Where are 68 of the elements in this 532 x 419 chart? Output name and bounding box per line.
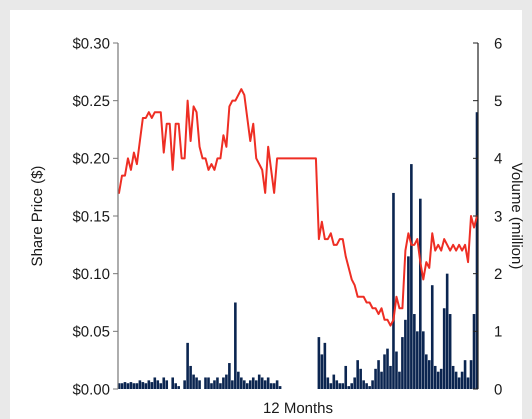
bar <box>124 382 126 389</box>
y-tick-label: $0.25 <box>72 92 110 110</box>
bar <box>144 383 148 389</box>
bar <box>344 366 348 389</box>
y2-tick-label: 5 <box>494 92 502 110</box>
bar <box>177 386 180 389</box>
bar <box>132 383 136 389</box>
y-tick-label: $0.05 <box>72 324 110 341</box>
y2-tick-label: 6 <box>494 35 502 52</box>
bar <box>272 383 276 389</box>
y2-tick-label: 3 <box>494 208 502 226</box>
bar <box>138 380 142 389</box>
bar <box>258 374 261 389</box>
y-tick-label: $0.00 <box>72 381 110 398</box>
bar <box>318 337 320 389</box>
bar <box>264 380 266 389</box>
bar <box>216 377 219 389</box>
bar <box>130 382 132 389</box>
bar <box>377 360 380 389</box>
bar <box>195 377 198 389</box>
bar <box>228 363 231 389</box>
bar <box>186 342 189 389</box>
y2-tick-label: 0 <box>494 381 502 398</box>
line-series <box>118 88 478 327</box>
bar <box>430 285 434 389</box>
y-tick-label: $0.10 <box>72 266 110 283</box>
bar <box>260 377 264 389</box>
bar <box>246 383 249 389</box>
bar <box>120 383 124 389</box>
x-axis-title: 12 Months <box>262 400 334 417</box>
bar <box>222 377 225 389</box>
bar <box>136 383 138 389</box>
bar <box>213 380 216 389</box>
y2-tick-label: 1 <box>494 324 502 341</box>
bar <box>142 382 144 389</box>
bar <box>446 274 448 389</box>
bar <box>165 380 168 389</box>
y2-axis-title: Volume (million) <box>508 162 525 270</box>
y-tick-label: $0.15 <box>72 208 110 226</box>
bar <box>126 383 130 389</box>
bar <box>156 380 160 389</box>
bar <box>204 377 207 389</box>
bar <box>162 377 166 389</box>
bar <box>252 377 255 389</box>
bar <box>356 360 359 389</box>
bar <box>276 380 278 389</box>
bar <box>198 380 201 389</box>
bar <box>207 377 210 389</box>
bar <box>386 348 389 389</box>
bar <box>464 360 466 389</box>
bar <box>365 383 368 389</box>
y-tick-label: $0.20 <box>72 150 110 168</box>
bar <box>324 342 326 389</box>
bar <box>332 374 336 389</box>
bar <box>248 380 252 389</box>
bar <box>171 377 174 389</box>
bar <box>392 192 395 389</box>
bar <box>154 377 156 389</box>
y-tick-label: $0.30 <box>72 35 110 52</box>
bar <box>148 380 150 389</box>
bar <box>234 302 237 389</box>
bar <box>338 383 342 389</box>
y2-tick-label: 2 <box>494 266 502 283</box>
y2-tick-label: 4 <box>494 150 502 168</box>
bar <box>410 164 413 389</box>
y-axis-title: Share Price ($) <box>29 166 46 266</box>
bar <box>243 380 246 389</box>
bar <box>266 377 270 389</box>
